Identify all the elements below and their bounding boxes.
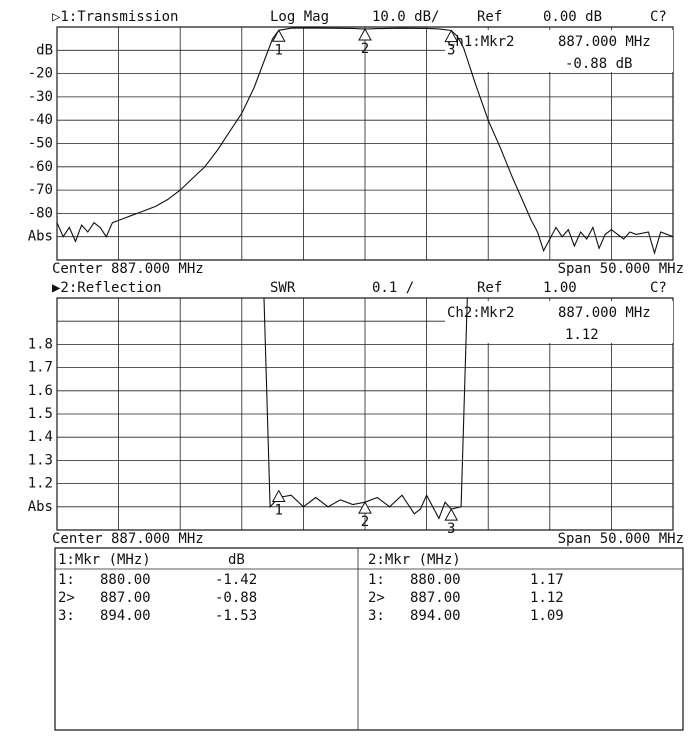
table-cell: 1:: [58, 572, 75, 588]
marker-label: 2: [361, 41, 369, 57]
y-tick-label: -50: [28, 136, 53, 152]
y-tick-label: -60: [28, 159, 53, 175]
y-tick-label: -20: [28, 66, 53, 82]
y-tick-label: Abs: [28, 229, 53, 245]
marker: [444, 29, 459, 43]
table-cell: 2>: [368, 590, 385, 606]
table-cell: 3:: [58, 608, 75, 624]
span-label: Span 50.000 MHz: [558, 531, 684, 547]
status: C?: [650, 280, 667, 296]
y-tick-label: Abs: [28, 499, 53, 515]
readout-value: 1.12: [565, 327, 599, 343]
ref-value: 0.00 dB: [543, 9, 602, 25]
center-label: Center 887.000 MHz: [52, 261, 204, 277]
y-tick-label: 1.4: [28, 429, 53, 445]
readout-value: -0.88 dB: [565, 56, 632, 72]
table-cell: -1.42: [215, 572, 257, 588]
marker: [271, 29, 286, 42]
table-cell: 894.00: [410, 608, 461, 624]
marker: [444, 508, 459, 521]
table-cell: 1.09: [530, 608, 564, 624]
marker-label: 2: [361, 514, 369, 530]
table-cell: 880.00: [100, 572, 151, 588]
ref-label: Ref: [477, 280, 502, 296]
table-cell: 880.00: [410, 572, 461, 588]
readout-x: 887.000 MHz: [558, 34, 651, 50]
table-cell: 3:: [368, 608, 385, 624]
channel-title: ▶2:Reflection: [52, 280, 162, 296]
y-tick-label: 1.5: [28, 406, 53, 422]
table-cell: -0.88: [215, 590, 257, 606]
scale: 10.0 dB/: [372, 9, 439, 25]
y-tick-label: 1.7: [28, 360, 53, 376]
trace: [57, 297, 673, 520]
y-tick-label: 1.6: [28, 383, 53, 399]
readout-channel: Ch2:Mkr2: [447, 305, 514, 321]
format: SWR: [270, 280, 296, 296]
y-tick-label: -40: [28, 112, 53, 128]
y-tick-label: 1.2: [28, 476, 53, 492]
table-cell: 894.00: [100, 608, 151, 624]
readout-box: [445, 30, 673, 72]
table-cell: 1:: [368, 572, 385, 588]
table-cell: -1.53: [215, 608, 257, 624]
ref-value: 1.00: [543, 280, 577, 296]
trace: [56, 27, 674, 255]
channel-title: ▷1:Transmission: [52, 9, 178, 25]
y-tick-label: dB: [36, 42, 53, 58]
marker: [358, 28, 372, 41]
y-tick-label: 1.8: [28, 336, 53, 352]
table-header: 2:Mkr (MHz): [368, 552, 461, 568]
status: C?: [650, 9, 667, 25]
readout-channel: Ch1:Mkr2: [447, 34, 514, 50]
marker-label: 1: [275, 42, 283, 58]
format: Log Mag: [270, 9, 329, 25]
marker-table-frame: [54, 547, 684, 731]
y-tick-label: 1.3: [28, 452, 53, 468]
marker-label: 3: [447, 521, 455, 537]
table-header: 1:Mkr (MHz): [58, 552, 151, 568]
center-label: Center 887.000 MHz: [52, 531, 204, 547]
table-header: dB: [228, 552, 245, 568]
marker: [358, 501, 372, 514]
table-cell: 2>: [58, 590, 75, 606]
marker: [271, 489, 286, 503]
table-cell: 887.00: [100, 590, 151, 606]
marker-label: 1: [275, 503, 283, 519]
readout-box: [445, 301, 673, 343]
scale: 0.1 /: [372, 280, 414, 296]
table-cell: 1.12: [530, 590, 564, 606]
table-cell: 1.17: [530, 572, 564, 588]
y-tick-label: -80: [28, 205, 53, 221]
span-label: Span 50.000 MHz: [558, 261, 684, 277]
marker-label: 3: [447, 43, 455, 59]
ref-label: Ref: [477, 9, 502, 25]
y-tick-label: -70: [28, 182, 53, 198]
table-cell: 887.00: [410, 590, 461, 606]
readout-x: 887.000 MHz: [558, 305, 651, 321]
y-tick-label: -30: [28, 89, 53, 105]
